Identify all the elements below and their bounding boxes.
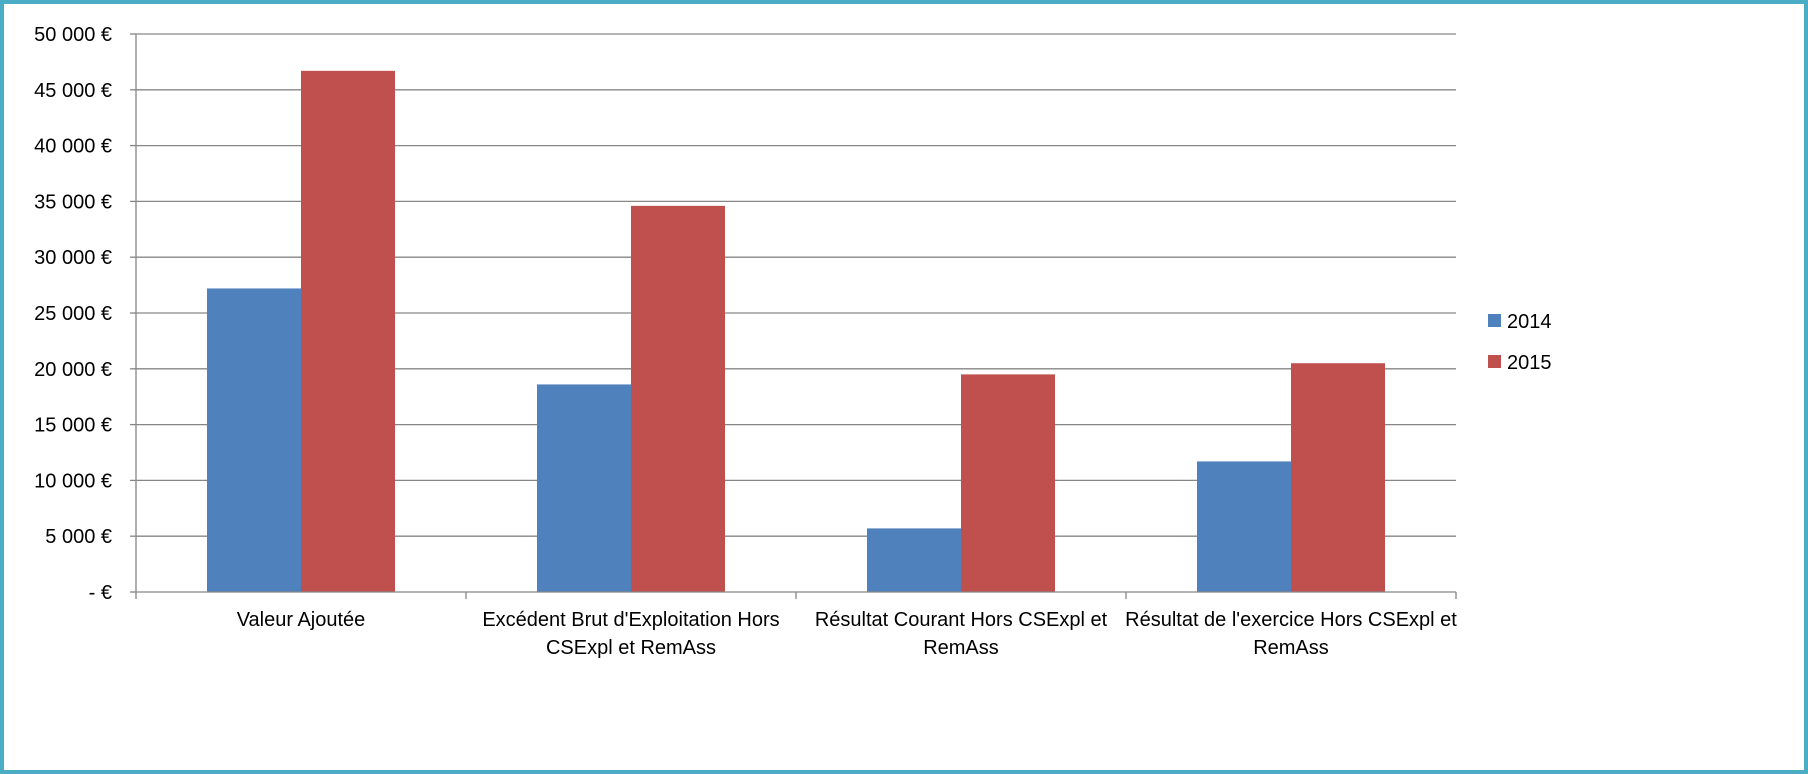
- y-tick-label: 25 000 €: [34, 303, 112, 325]
- bar-2014: [1197, 461, 1291, 592]
- x-category-label: Excédent Brut d'Exploitation Hors: [482, 609, 779, 631]
- y-tick-label: 45 000 €: [34, 80, 112, 102]
- y-tick-label: 50 000 €: [34, 24, 112, 46]
- legend-label: 2014: [1507, 311, 1552, 333]
- y-tick-label: 40 000 €: [34, 136, 112, 158]
- bar-2015: [1291, 363, 1385, 592]
- y-tick-label: 35 000 €: [34, 191, 112, 213]
- legend: 2014 2015: [1488, 311, 1552, 374]
- bar-chart: - € 5 000 € 10 000 € 15 000 € 20 000 € 25 000…: [34, 24, 1552, 659]
- x-category-label: Résultat Courant Hors CSExpl et: [815, 609, 1108, 631]
- y-tick-label: 15 000 €: [34, 415, 112, 437]
- bar-2015: [301, 70, 395, 592]
- y-tick-label: 30 000 €: [34, 247, 112, 269]
- bar-2014: [537, 384, 631, 592]
- x-category-label: CSExpl et RemAss: [546, 637, 716, 659]
- legend-swatch-2015: [1488, 355, 1501, 368]
- x-category-label: RemAss: [923, 637, 999, 659]
- bar-2015: [631, 205, 725, 592]
- legend-label: 2015: [1507, 352, 1552, 374]
- category-labels: Valeur Ajoutée Excédent Brut d'Exploitati…: [237, 609, 1458, 659]
- x-category-label: RemAss: [1253, 637, 1329, 659]
- bars: [207, 70, 1385, 592]
- y-tick-label: - €: [89, 582, 112, 604]
- y-tick-label: 20 000 €: [34, 359, 112, 381]
- bar-2014: [867, 528, 961, 592]
- x-category-label: Valeur Ajoutée: [237, 609, 366, 631]
- y-tick-labels: - € 5 000 € 10 000 € 15 000 € 20 000 € 25 000…: [34, 24, 112, 604]
- bar-2014: [207, 288, 301, 592]
- legend-swatch-2014: [1488, 314, 1501, 327]
- y-tick-label: 5 000 €: [45, 526, 112, 548]
- x-category-label: Résultat de l'exercice Hors CSExpl et: [1125, 609, 1457, 631]
- bar-2015: [961, 374, 1055, 592]
- axes: [130, 33, 1457, 599]
- y-tick-label: 10 000 €: [34, 470, 112, 492]
